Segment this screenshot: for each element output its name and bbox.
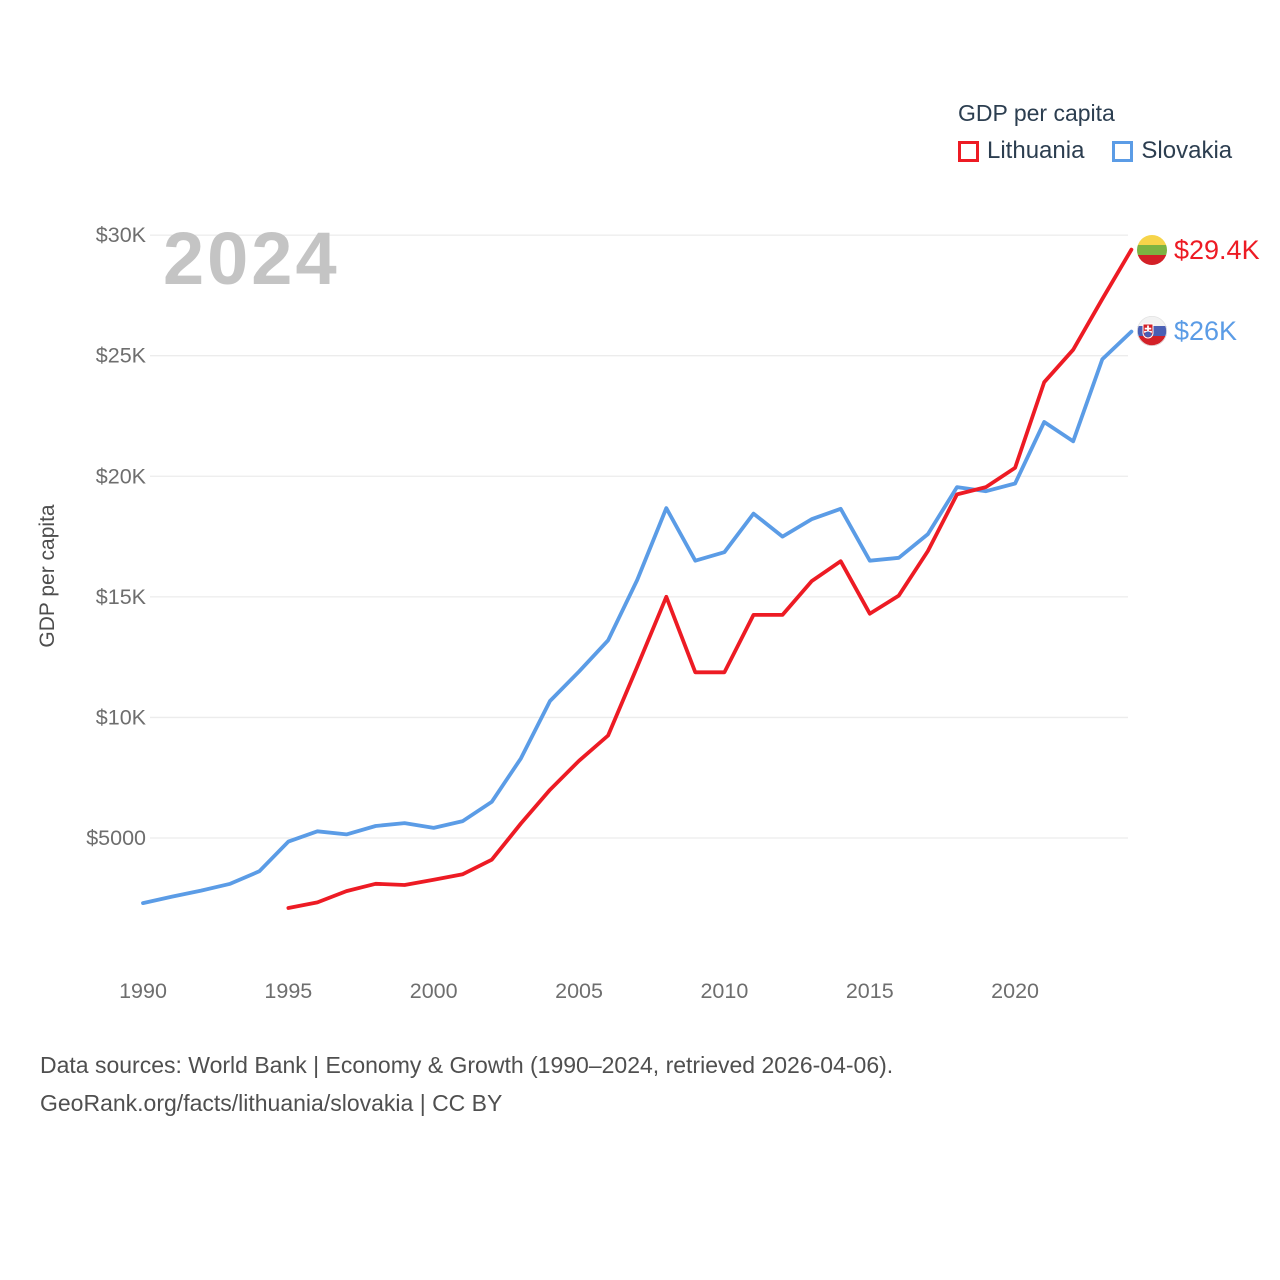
series-line-lithuania [286,247,1134,910]
slovakia-swatch-icon [1112,140,1134,162]
slovakia-flag-icon [1136,315,1168,347]
x-tick-label: 2000 [410,979,458,1003]
x-tick-label: 2020 [991,979,1039,1003]
lithuania-swatch-icon [958,140,979,162]
legend-label-lithuania: Lithuania [987,137,1085,164]
legend-title: GDP per capita [958,100,1115,126]
legend-row: Lithuania Slovakia [958,137,1258,165]
y-tick-label: $5000 [86,826,146,850]
x-tick-label: 1990 [119,979,167,1003]
lithuania-end-label: $29.4K [1136,232,1260,268]
lithuania-end-value: $29.4K [1174,235,1260,265]
y-tick-label: $20K [96,464,147,488]
x-tick-label: 1995 [264,979,312,1003]
x-tick-label: 2005 [555,979,603,1003]
legend-label-slovakia: Slovakia [1141,137,1233,164]
footer-url-line[interactable]: GeoRank.org/facts/lithuania/slovakia | C… [40,1090,503,1116]
y-tick-label: $15K [96,585,147,609]
watermark-year: 2024 [163,217,340,300]
legend-item-lithuania[interactable]: Lithuania [958,137,1084,165]
slovakia-end-value: $26K [1174,316,1238,346]
y-tick-label: $30K [96,223,147,247]
legend-item-slovakia[interactable]: Slovakia [1112,137,1232,165]
y-axis-title: GDP per capita [36,504,59,648]
y-tick-label: $10K [96,705,147,729]
y-tick-label: $25K [96,344,147,368]
lithuania-flag-icon [1137,235,1167,265]
series-line-slovakia [141,329,1134,905]
footer-sources-line: Data sources: World Bank | Economy & Gro… [40,1052,894,1078]
footer-attribution: Data sources: World Bank | Economy & Gro… [40,1046,1100,1122]
x-tick-label: 2015 [846,979,894,1003]
chart-legend: GDP per capita Lithuania Slovakia [958,100,1258,165]
slovakia-end-label: $26K [1136,313,1237,349]
x-tick-label: 2010 [700,979,748,1003]
